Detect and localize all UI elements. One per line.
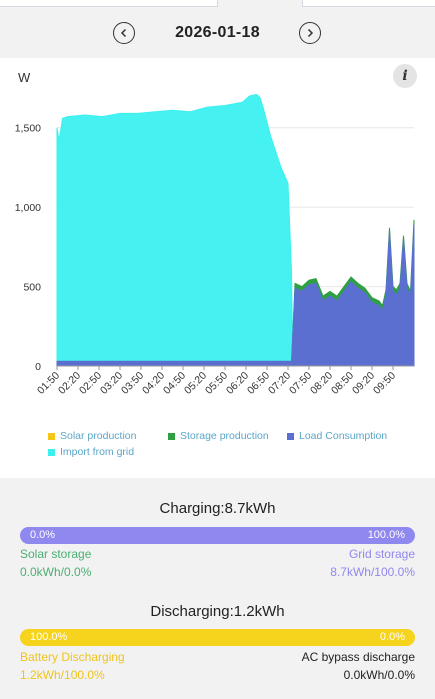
legend-swatch-solar [48, 432, 55, 440]
legend-label: Solar production [60, 430, 137, 442]
x-tick-label: 05:50 [203, 370, 230, 397]
charging-bar-right-percent: 100.0% [367, 529, 405, 541]
legend-swatch-load [287, 432, 294, 440]
solar-storage-label: Solar storage [20, 547, 92, 561]
x-tick-label: 02:50 [77, 370, 104, 397]
x-tick-label: 06:20 [224, 370, 251, 397]
y-tick-label: 1,500 [15, 123, 41, 135]
x-tick-label: 08:20 [308, 370, 335, 397]
series-area-import-from-grid [56, 93, 294, 367]
selected-date[interactable]: 2026-01-18 [175, 24, 260, 41]
legend-storage-production[interactable]: Storage production [168, 430, 269, 442]
discharging-bar-right-percent: 0.0% [379, 631, 405, 643]
x-tick-label: 05:20 [182, 370, 209, 397]
battery-discharging-value: 1.2kWh/100.0% [20, 668, 105, 682]
legend-import-from-grid[interactable]: Import from grid [48, 446, 134, 458]
ac-bypass-discharge-label: AC bypass discharge [301, 650, 415, 664]
top-tab-strip [0, 0, 435, 8]
x-tick-label: 07:50 [287, 370, 314, 397]
discharging-title: Discharging:1.2kWh [150, 603, 285, 620]
y-tick-label: 1,000 [15, 202, 41, 214]
power-chart-card: 0 500 1,000 1,500 01:50 02:20 02:50 03:20 03:50 0… [0, 58, 435, 478]
discharging-bar-left-percent: 100.0% [30, 631, 68, 643]
ac-bypass-discharge-value: 0.0kWh/0.0% [343, 668, 415, 682]
y-axis-unit: W [18, 70, 31, 85]
y-tick-label: 500 [23, 282, 41, 294]
power-area-chart[interactable]: 05001,0001,50001:5002:2002:5003:2003:500… [0, 58, 435, 428]
chevron-left-icon [120, 28, 127, 38]
top-tab-right[interactable] [302, 0, 435, 7]
charging-title: Charging:8.7kWh [159, 500, 276, 517]
legend-label: Load Consumption [299, 430, 388, 442]
x-tick-label: 03:20 [98, 370, 125, 397]
top-tab-left[interactable] [0, 0, 218, 7]
previous-day-button[interactable] [113, 22, 135, 44]
legend-swatch-grid [48, 448, 55, 456]
date-navigator: 2026-01-18 [0, 8, 435, 58]
legend-solar-production[interactable]: Solar production [48, 430, 136, 442]
legend-load-consumption[interactable]: Load Consumption [287, 430, 387, 442]
x-tick-label: 09:20 [350, 370, 377, 397]
x-tick-label: 06:50 [245, 370, 272, 397]
x-tick-label: 04:50 [161, 370, 188, 397]
info-icon[interactable]: i [393, 64, 417, 88]
legend-swatch-storage [168, 432, 175, 440]
x-tick-label: 07:20 [266, 370, 293, 397]
x-tick-label: 08:50 [329, 370, 356, 397]
x-tick-label: 04:20 [140, 370, 167, 397]
y-tick-label: 0 [35, 361, 41, 373]
grid-storage-value: 8.7kWh/100.0% [330, 565, 415, 579]
charging-bar-left-percent: 0.0% [30, 529, 56, 541]
grid-storage-label: Grid storage [348, 547, 415, 561]
x-tick-label: 01:50 [35, 370, 62, 397]
next-day-button[interactable] [299, 22, 321, 44]
charging-progress-bar: 0.0% 100.0% [20, 527, 415, 544]
legend-label: Import from grid [60, 446, 135, 458]
chart-legend: Solar production Storage production Load… [0, 428, 435, 468]
x-tick-label: 09:50 [371, 370, 398, 397]
chevron-right-icon [307, 28, 314, 38]
solar-storage-value: 0.0kWh/0.0% [20, 565, 92, 579]
legend-label: Storage production [180, 430, 269, 442]
x-tick-label: 03:50 [119, 370, 146, 397]
series-area-load-consumption [56, 224, 415, 367]
x-tick-label: 02:20 [56, 370, 83, 397]
battery-discharging-label: Battery Discharging [20, 650, 125, 664]
discharging-progress-bar: 100.0% 0.0% [20, 629, 415, 646]
